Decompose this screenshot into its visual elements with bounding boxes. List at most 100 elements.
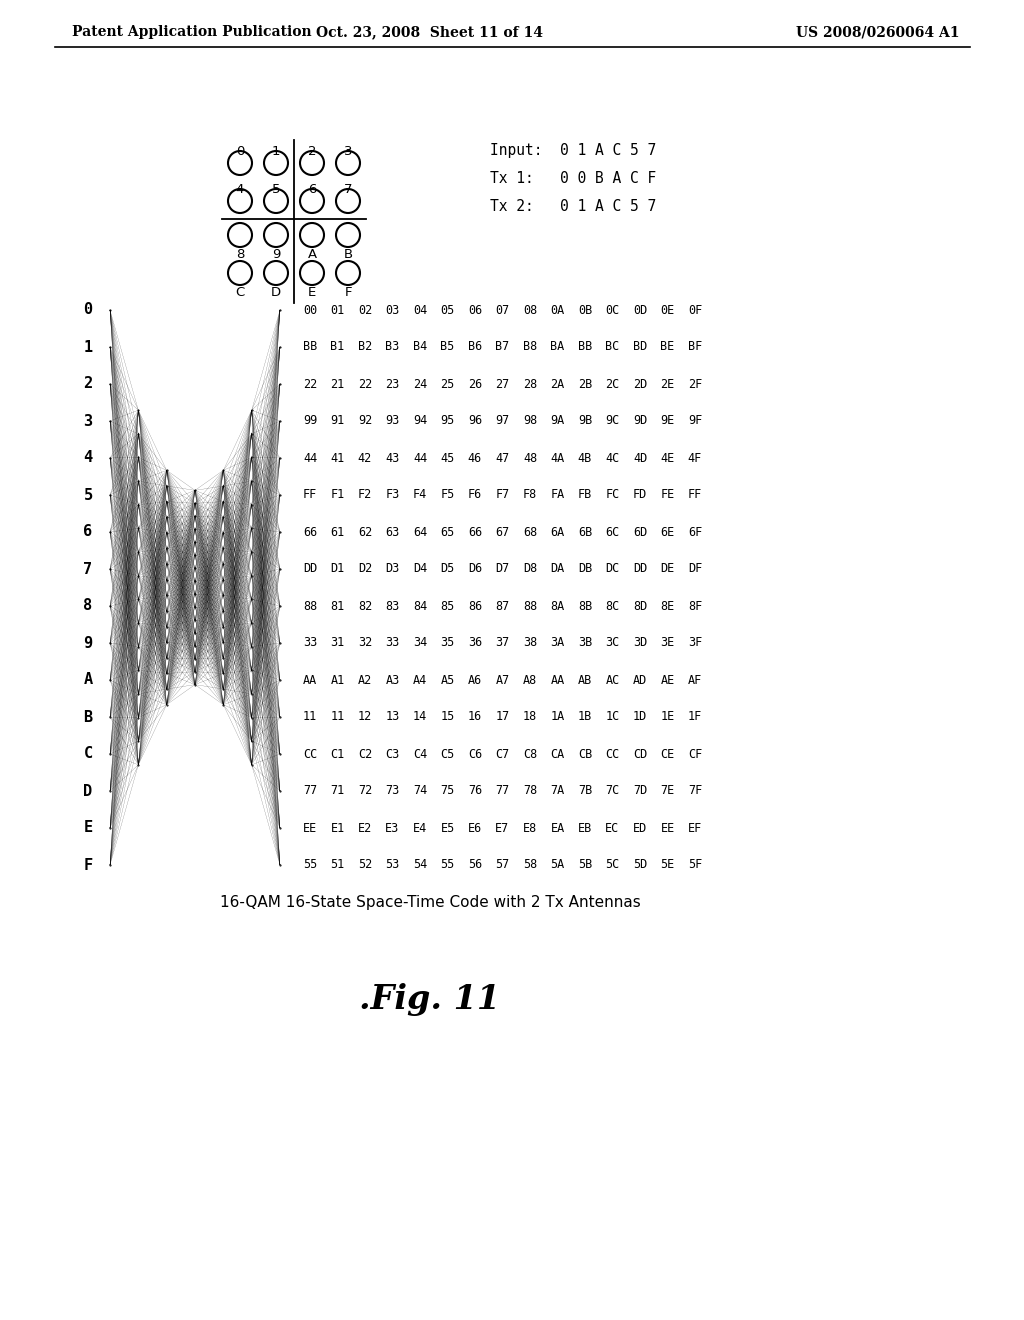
Text: 03: 03 — [385, 304, 399, 317]
Text: 93: 93 — [385, 414, 399, 428]
Text: E2: E2 — [357, 821, 372, 834]
Text: 18: 18 — [523, 710, 538, 723]
Text: C: C — [83, 747, 92, 762]
Text: 5E: 5E — [660, 858, 675, 871]
Text: C3: C3 — [385, 747, 399, 760]
Text: 2C: 2C — [605, 378, 620, 391]
Text: 3D: 3D — [633, 636, 647, 649]
Text: 7B: 7B — [578, 784, 592, 797]
Text: DD: DD — [633, 562, 647, 576]
Text: A: A — [307, 248, 316, 261]
Text: E1: E1 — [331, 821, 345, 834]
Text: 4B: 4B — [578, 451, 592, 465]
Text: DB: DB — [578, 562, 592, 576]
Text: 99: 99 — [303, 414, 317, 428]
Text: 3A: 3A — [550, 636, 564, 649]
Text: 33: 33 — [303, 636, 317, 649]
Text: 64: 64 — [413, 525, 427, 539]
Text: 2E: 2E — [660, 378, 675, 391]
Text: DC: DC — [605, 562, 620, 576]
Text: A4: A4 — [413, 673, 427, 686]
Text: A2: A2 — [357, 673, 372, 686]
Text: EF: EF — [688, 821, 702, 834]
Text: 2F: 2F — [688, 378, 702, 391]
Text: 77: 77 — [303, 784, 317, 797]
Text: EA: EA — [550, 821, 564, 834]
Text: D1: D1 — [331, 562, 345, 576]
Text: 31: 31 — [331, 636, 345, 649]
Text: 0C: 0C — [605, 304, 620, 317]
Text: 9D: 9D — [633, 414, 647, 428]
Text: 0D: 0D — [633, 304, 647, 317]
Text: 9: 9 — [83, 635, 92, 651]
Text: 3: 3 — [83, 413, 92, 429]
Text: 74: 74 — [413, 784, 427, 797]
Text: C5: C5 — [440, 747, 455, 760]
Text: 83: 83 — [385, 599, 399, 612]
Text: 41: 41 — [331, 451, 345, 465]
Text: 6: 6 — [83, 524, 92, 540]
Text: 0F: 0F — [688, 304, 702, 317]
Text: 48: 48 — [523, 451, 538, 465]
Text: 44: 44 — [303, 451, 317, 465]
Text: 44: 44 — [413, 451, 427, 465]
Text: C4: C4 — [413, 747, 427, 760]
Text: 04: 04 — [413, 304, 427, 317]
Text: 5A: 5A — [550, 858, 564, 871]
Text: 84: 84 — [413, 599, 427, 612]
Text: 13: 13 — [385, 710, 399, 723]
Text: C: C — [236, 286, 245, 300]
Text: CB: CB — [578, 747, 592, 760]
Text: 47: 47 — [496, 451, 510, 465]
Text: 85: 85 — [440, 599, 455, 612]
Text: F8: F8 — [523, 488, 538, 502]
Text: CA: CA — [550, 747, 564, 760]
Text: 0E: 0E — [660, 304, 675, 317]
Text: BC: BC — [605, 341, 620, 354]
Text: B3: B3 — [385, 341, 399, 354]
Text: 72: 72 — [357, 784, 372, 797]
Text: 05: 05 — [440, 304, 455, 317]
Text: 36: 36 — [468, 636, 482, 649]
Text: 88: 88 — [523, 599, 538, 612]
Text: 0: 0 — [83, 302, 92, 318]
Text: 25: 25 — [440, 378, 455, 391]
Text: E: E — [83, 821, 92, 836]
Text: E: E — [308, 286, 316, 300]
Text: AB: AB — [578, 673, 592, 686]
Text: E6: E6 — [468, 821, 482, 834]
Text: 46: 46 — [468, 451, 482, 465]
Text: 66: 66 — [468, 525, 482, 539]
Text: B: B — [343, 248, 352, 261]
Text: 35: 35 — [440, 636, 455, 649]
Text: 58: 58 — [523, 858, 538, 871]
Text: BE: BE — [660, 341, 675, 354]
Text: BF: BF — [688, 341, 702, 354]
Text: AD: AD — [633, 673, 647, 686]
Text: 56: 56 — [468, 858, 482, 871]
Text: E5: E5 — [440, 821, 455, 834]
Text: F6: F6 — [468, 488, 482, 502]
Text: US 2008/0260064 A1: US 2008/0260064 A1 — [797, 25, 961, 40]
Text: 1A: 1A — [550, 710, 564, 723]
Text: 1: 1 — [83, 339, 92, 355]
Text: F: F — [344, 286, 352, 300]
Text: DF: DF — [688, 562, 702, 576]
Text: 76: 76 — [468, 784, 482, 797]
Text: 55: 55 — [440, 858, 455, 871]
Text: 78: 78 — [523, 784, 538, 797]
Text: 6F: 6F — [688, 525, 702, 539]
Text: C6: C6 — [468, 747, 482, 760]
Text: 3B: 3B — [578, 636, 592, 649]
Text: BB: BB — [303, 341, 317, 354]
Text: 1: 1 — [271, 145, 281, 158]
Text: 7C: 7C — [605, 784, 620, 797]
Text: 51: 51 — [331, 858, 345, 871]
Text: 1E: 1E — [660, 710, 675, 723]
Text: 02: 02 — [357, 304, 372, 317]
Text: C7: C7 — [496, 747, 510, 760]
Text: 14: 14 — [413, 710, 427, 723]
Text: E8: E8 — [523, 821, 538, 834]
Text: D5: D5 — [440, 562, 455, 576]
Text: 6C: 6C — [605, 525, 620, 539]
